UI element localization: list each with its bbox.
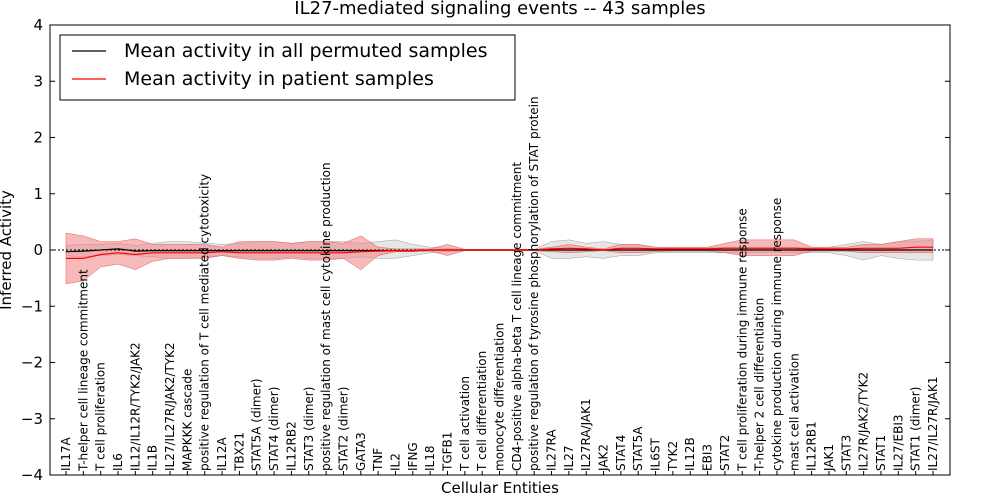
category-label: T cell proliferation during immune respo… [735, 208, 749, 472]
category-label: EBI3 [701, 444, 715, 471]
category-label: STAT4 [614, 435, 628, 471]
category-label: IL27R/JAK2/TYK2 [857, 372, 871, 471]
y-tick-label: −3 [21, 410, 43, 428]
series-lines [50, 246, 950, 259]
category-label: IL6ST [649, 438, 663, 471]
category-label: STAT5A [631, 426, 645, 471]
legend-label-permuted: Mean activity in all permuted samples [124, 40, 487, 62]
category-label: STAT1 (dimer) [909, 387, 923, 471]
category-label: JAK1 [822, 444, 836, 472]
category-label: IL12B [683, 437, 697, 471]
y-tick-label: −1 [21, 297, 43, 315]
plot-frame [49, 24, 951, 476]
category-label: IL27RA/JAK1 [579, 398, 593, 471]
x-axis-label: Cellular Entities [441, 479, 559, 497]
category-label: STAT2 (dimer) [336, 387, 350, 471]
category-label: IL12RB1 [805, 421, 819, 471]
legend: Mean activity in all permuted samples Me… [59, 34, 516, 101]
legend-box [59, 34, 516, 101]
category-label: T cell activation [458, 376, 472, 472]
category-label: MAPKKK cascade [180, 369, 194, 471]
y-tick-label: 1 [33, 185, 43, 203]
category-label: IL27/IL27R/JAK1 [926, 377, 940, 471]
category-label: TYK2 [666, 441, 680, 472]
category-label: IL27/EBI3 [891, 414, 905, 471]
category-label: IL2 [389, 453, 403, 471]
category-label: monocyte differentiation [493, 323, 507, 471]
category-label: STAT4 (dimer) [267, 387, 281, 471]
y-tick-label: −2 [21, 354, 43, 372]
category-label: TGFB1 [441, 432, 455, 472]
category-label: GATA3 [354, 432, 368, 471]
category-label: cytokine production during immune respon… [770, 198, 784, 471]
category-label: positive regulation of T cell mediated c… [198, 174, 212, 471]
category-label: positive regulation of mast cell cytokin… [319, 162, 333, 471]
category-label: STAT3 (dimer) [302, 387, 316, 471]
category-label: IL27/IL27R/JAK2/TYK2 [163, 342, 177, 471]
series-line-patient [66, 246, 933, 259]
category-label: CD4-positive alpha-beta T cell lineage c… [510, 162, 524, 471]
category-label: STAT5A (dimer) [250, 378, 264, 471]
category-label: positive regulation of tyrosine phosphor… [527, 96, 541, 471]
category-label: IL17A [59, 437, 73, 471]
y-tick-label: 3 [33, 72, 43, 90]
legend-label-patient: Mean activity in patient samples [124, 68, 434, 90]
category-label: TBX21 [232, 432, 246, 472]
category-label: T-helper 2 cell differentiation [753, 298, 767, 472]
category-label: IL12RB2 [284, 421, 298, 471]
category-label: STAT3 [839, 435, 853, 471]
y-tick-label: 2 [33, 129, 43, 147]
y-axis-label: Inferred Activity [0, 190, 15, 310]
category-label: IL6 [111, 453, 125, 471]
band-patient [65, 232, 934, 285]
category-label: IL27RA [545, 429, 559, 471]
category-label: STAT2 [718, 435, 732, 471]
category-label: T cell differentiation [475, 351, 489, 472]
category-label: IFNG [406, 442, 420, 471]
category-label: IL12/IL12R/TYK2/JAK2 [128, 342, 142, 471]
category-label: IL27 [562, 446, 576, 472]
category-label: T cell proliferation [94, 362, 108, 472]
category-label: IL18 [423, 446, 437, 472]
category-labels: IL17A T-helper cell lineage commitment T c… [59, 96, 940, 475]
category-label: STAT1 [874, 435, 888, 471]
category-label: IL12A [215, 437, 229, 471]
chart-title: IL27-mediated signaling events -- 43 sam… [294, 0, 705, 19]
category-label: mast cell activation [787, 353, 801, 471]
y-tick-label: −4 [21, 466, 43, 484]
y-tick-label: 4 [33, 16, 43, 34]
y-axis: −4 −3 −2 −1 0 1 2 3 4 [21, 16, 950, 484]
category-label: TNF [371, 448, 385, 472]
category-label: T-helper cell lineage commitment [76, 269, 90, 472]
y-tick-label: 0 [33, 241, 43, 259]
category-label: IL1B [146, 445, 160, 471]
category-label: JAK2 [597, 444, 611, 472]
